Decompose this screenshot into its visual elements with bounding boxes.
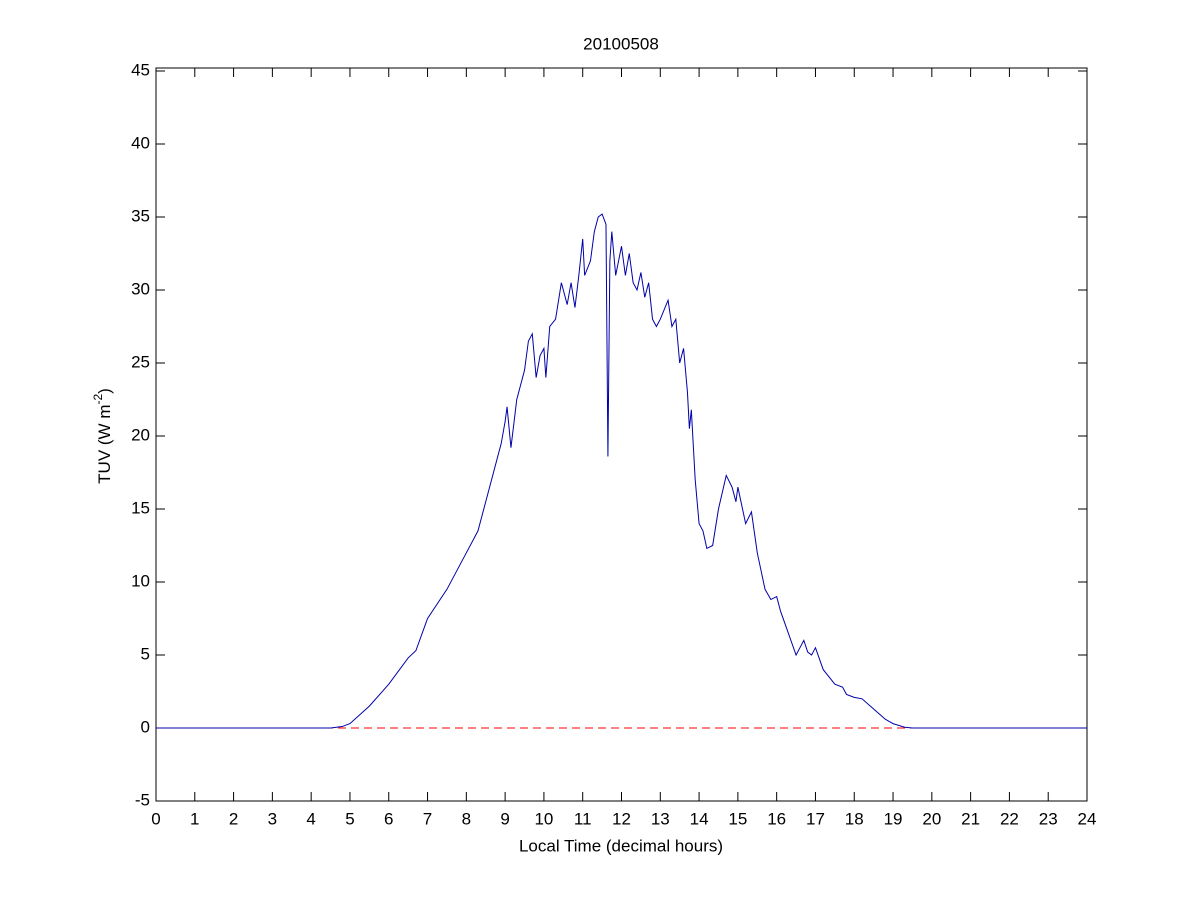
x-tick-label: 9 (500, 809, 509, 828)
y-tick-label: 45 (131, 60, 150, 79)
x-tick-label: 19 (884, 809, 903, 828)
x-tick-label: 21 (961, 809, 980, 828)
y-label-end: ) (95, 388, 114, 394)
x-tick-label: 24 (1078, 809, 1097, 828)
y-tick-label: 30 (131, 279, 150, 298)
x-tick-label: 10 (534, 809, 553, 828)
x-tick-label: 6 (384, 809, 393, 828)
x-tick-label: 11 (574, 809, 592, 828)
y-axis-label: TUV (W m-2) (91, 388, 114, 484)
x-tick-label: 20 (922, 809, 941, 828)
y-tick-label: 35 (131, 206, 150, 225)
y-tick-label: 15 (131, 498, 150, 517)
y-tick-label: 0 (141, 717, 150, 736)
x-tick-label: 1 (190, 809, 199, 828)
x-tick-label: 2 (229, 809, 238, 828)
y-label-main: TUV (W m (95, 405, 114, 484)
x-tick-label: 4 (306, 809, 315, 828)
x-tick-label: 0 (151, 809, 160, 828)
y-tick-label: 20 (131, 425, 150, 444)
x-tick-label: 22 (1000, 809, 1019, 828)
x-tick-label: 16 (767, 809, 786, 828)
x-tick-label: 12 (612, 809, 631, 828)
y-tick-label: 5 (141, 644, 150, 663)
y-label-sup: -2 (91, 394, 105, 405)
x-tick-label: 14 (690, 809, 709, 828)
x-tick-label: 15 (728, 809, 747, 828)
x-tick-label: 23 (1039, 809, 1058, 828)
chart-title: 20100508 (583, 34, 659, 53)
plot-frame (155, 67, 1088, 802)
y-tick-label: 25 (131, 352, 150, 371)
y-tick-label: 10 (131, 571, 150, 590)
data-line (156, 213, 1087, 729)
x-tick-label: 8 (462, 809, 471, 828)
x-tick-label: 13 (651, 809, 670, 828)
y-tick-label: 40 (131, 133, 150, 152)
x-tick-label: 17 (806, 809, 825, 828)
x-tick-label: 18 (845, 809, 864, 828)
x-tick-label: 3 (268, 809, 277, 828)
x-tick-label: 5 (345, 809, 354, 828)
y-tick-label: -5 (135, 790, 150, 809)
x-axis-label: Local Time (decimal hours) (519, 836, 723, 855)
x-tick-label: 7 (423, 809, 432, 828)
